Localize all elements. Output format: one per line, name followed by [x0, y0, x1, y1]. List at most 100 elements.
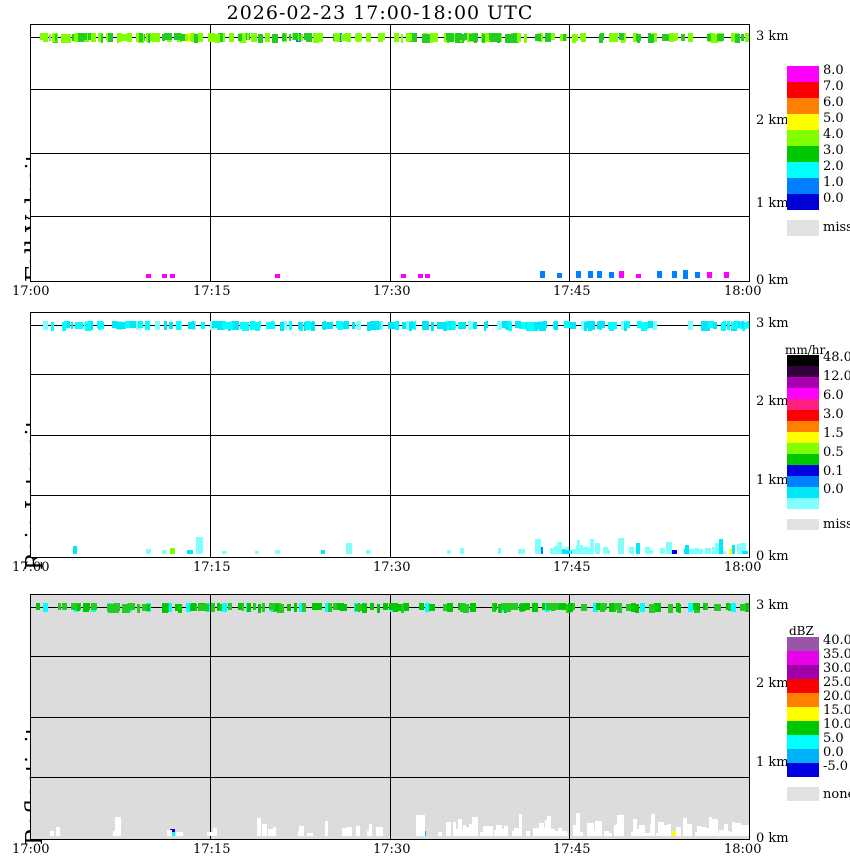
colorbar-swatch	[787, 735, 819, 749]
data-cell	[578, 832, 583, 836]
data-cell	[102, 322, 104, 329]
data-cell	[222, 603, 227, 612]
data-cell	[242, 604, 244, 611]
data-cell	[637, 34, 640, 43]
data-cell	[383, 603, 388, 610]
data-cell	[598, 829, 602, 836]
data-cell	[501, 603, 507, 610]
colorbar-swatch	[787, 366, 819, 377]
data-cell	[617, 815, 624, 836]
colorbar-tick-label: 30.0	[823, 661, 850, 676]
data-cell	[325, 603, 330, 612]
ytick-0km-p3: 0 km	[756, 831, 789, 846]
data-cell	[612, 33, 618, 42]
data-cell	[660, 549, 665, 554]
data-cell	[253, 603, 256, 610]
colorbar-unit-dbz: dBZ	[789, 624, 814, 638]
data-cell	[262, 824, 267, 836]
data-cell	[431, 34, 433, 43]
data-cell	[740, 543, 746, 554]
data-cell	[649, 604, 652, 613]
data-cell	[646, 550, 653, 554]
colorbar-tick-label: 3.0	[823, 406, 844, 422]
data-cell	[366, 33, 371, 42]
colorbar-swatch	[787, 693, 819, 707]
colorbar-tick-label: 0.5	[823, 444, 844, 460]
ytick-0km-p1: 0 km	[756, 273, 789, 288]
data-cell	[155, 321, 160, 330]
data-cell	[333, 603, 340, 610]
data-cell	[690, 549, 696, 554]
data-cell	[389, 603, 395, 610]
data-cell	[737, 544, 742, 554]
data-cell	[683, 818, 687, 836]
data-cell	[514, 828, 518, 836]
data-cell	[638, 832, 645, 836]
data-cell	[675, 33, 678, 40]
data-cell	[584, 322, 587, 331]
data-cell	[519, 322, 525, 329]
data-cell	[724, 272, 729, 278]
data-cell	[676, 603, 680, 612]
data-cell	[580, 33, 585, 40]
data-cell	[431, 322, 434, 331]
colorbar-tick-label: 7.0	[823, 79, 844, 94]
data-cell	[593, 603, 598, 612]
data-cell	[727, 321, 730, 330]
colorbar-missing-swatch	[787, 220, 819, 236]
data-cell	[107, 604, 112, 611]
data-cell	[709, 817, 712, 836]
data-cell	[164, 33, 168, 40]
data-cell	[409, 322, 412, 331]
data-cell	[609, 272, 614, 278]
data-cell	[257, 818, 261, 836]
data-cell	[748, 604, 749, 611]
data-cell	[307, 833, 313, 836]
data-cell	[705, 603, 708, 610]
data-cell	[352, 322, 355, 329]
data-cell	[698, 832, 705, 836]
colorbar-swatch	[787, 637, 819, 651]
data-cell	[401, 34, 403, 43]
data-cell	[688, 603, 693, 612]
data-cell	[662, 34, 669, 41]
gridline-vertical	[569, 25, 570, 281]
data-cell	[555, 832, 560, 836]
data-cell	[169, 322, 173, 329]
data-cell	[550, 829, 555, 836]
gridline-vertical	[569, 595, 570, 839]
ytick-2km-p2: 2 km	[756, 394, 789, 409]
data-cell	[454, 829, 461, 836]
colorbar-swatch	[787, 476, 819, 487]
data-cell	[112, 321, 117, 328]
data-cell	[170, 548, 175, 554]
data-cell	[406, 321, 411, 330]
data-cell	[451, 322, 456, 329]
data-cell	[460, 603, 465, 612]
data-cell	[458, 819, 462, 836]
data-cell	[178, 604, 182, 613]
data-cell	[229, 33, 234, 42]
data-cell	[422, 815, 425, 836]
data-cell	[486, 321, 488, 328]
data-cell	[289, 321, 292, 330]
data-cell	[91, 33, 96, 42]
data-cell	[565, 550, 570, 554]
data-cell	[414, 321, 416, 330]
data-cell	[50, 831, 54, 836]
data-cell	[652, 33, 657, 42]
data-cell	[562, 549, 565, 554]
data-cell	[304, 322, 306, 331]
colorbar-missing-label: miss	[823, 220, 850, 235]
data-cell	[302, 603, 306, 612]
data-cell	[524, 34, 527, 43]
colorbar-swatch	[787, 146, 819, 162]
data-cell	[148, 34, 150, 43]
colorbar-tick-label: 6.0	[823, 95, 844, 110]
data-cell	[251, 33, 256, 42]
data-cell	[576, 813, 580, 836]
data-cell	[672, 831, 677, 836]
colorbar-swatch	[787, 377, 819, 388]
data-cell	[506, 34, 513, 43]
data-cell	[484, 322, 486, 331]
